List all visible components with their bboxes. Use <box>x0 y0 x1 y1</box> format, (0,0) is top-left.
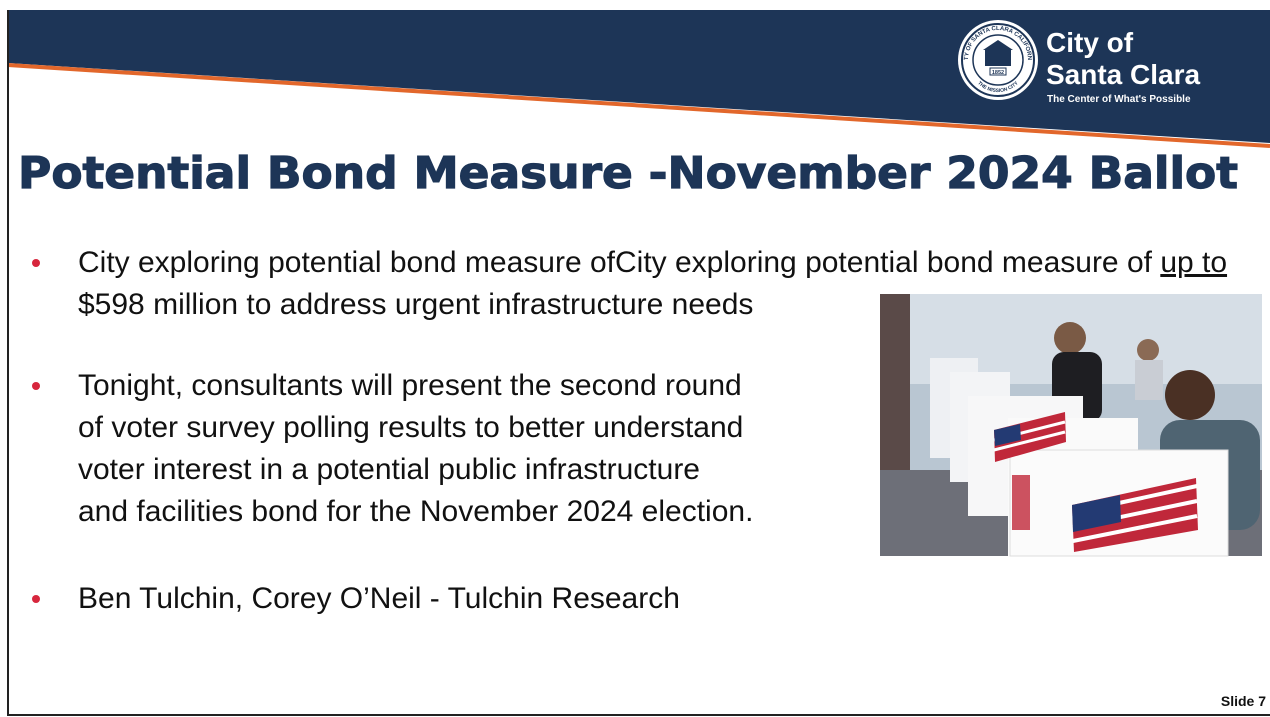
photo-voting-booths <box>880 294 1262 556</box>
person-head <box>1165 370 1215 420</box>
flag <box>1012 475 1030 530</box>
bullet-text: $598 million to address urgent infrastru… <box>78 288 753 321</box>
bullet-text: and facilities bond for the November 202… <box>78 495 753 528</box>
logo-line: City of <box>1046 27 1134 58</box>
bullet-dot <box>32 595 40 603</box>
person-body <box>1135 360 1163 400</box>
slide: CITY OF SANTA CLARA CALIFORNIA THE MISSI… <box>0 0 1270 717</box>
bullet-text: voter interest in a potential public inf… <box>78 453 700 486</box>
slide-number: Slide 7 <box>1221 693 1266 709</box>
bullet-text: Ben Tulchin, Corey O’Neil - Tulchin Rese… <box>78 582 680 615</box>
bullet-dot <box>32 382 40 390</box>
bullet-text: City exploring potential bond measure of… <box>78 246 1227 279</box>
bullet-text: Tonight, consultants will present the se… <box>78 369 742 402</box>
bullet-text: of voter survey polling results to bette… <box>78 411 743 444</box>
underlined-text: up to <box>1160 246 1227 279</box>
logo-line: Santa Clara <box>1046 59 1200 90</box>
person-head <box>1054 322 1086 354</box>
bullet-dot <box>32 259 40 267</box>
logo-tagline: The Center of What's Possible <box>1047 94 1191 105</box>
slide-title: Potential Bond Measure -November 2024 Ba… <box>18 148 1238 199</box>
bullet-text: City exploring potential bond measure of <box>615 246 1153 279</box>
person-head <box>1137 339 1159 361</box>
seal-building <box>985 50 1011 66</box>
seal-year: 1852 <box>992 70 1004 76</box>
